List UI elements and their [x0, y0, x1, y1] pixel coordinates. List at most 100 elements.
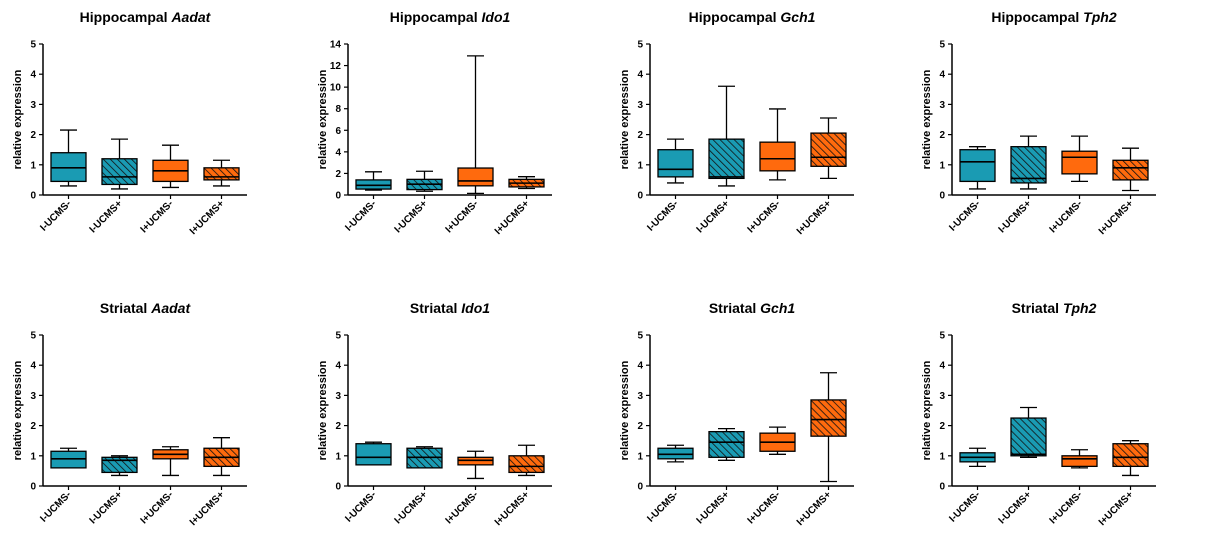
- panel-title-prefix: Hippocampal: [80, 9, 172, 25]
- box-iqr: [355, 443, 392, 466]
- y-tick-label: 4: [30, 70, 36, 81]
- x-tick-label: I+UCMS-: [444, 489, 481, 526]
- box-iqr: [759, 141, 796, 172]
- x-tick-label: I+UCMS+: [1097, 198, 1136, 237]
- x-tick-label: I-UCMS-: [645, 489, 680, 524]
- y-tick-label: 3: [30, 100, 36, 111]
- y-axis-label: relative expression: [12, 69, 24, 169]
- box-iqr: [657, 149, 694, 178]
- y-tick-label: 3: [939, 391, 945, 402]
- x-tick-label: I-UCMS-: [947, 489, 982, 524]
- x-tick-label: I-UCMS+: [997, 198, 1034, 235]
- box-iqr: [959, 149, 996, 183]
- box-iqr: [708, 430, 745, 458]
- x-tick-label: I-UCMS+: [393, 489, 430, 526]
- y-tick-label: 4: [637, 70, 643, 81]
- x-tick-label: I+UCMS+: [1097, 489, 1136, 528]
- panel-title-prefix: Hippocampal: [991, 9, 1083, 25]
- box-iqr: [810, 399, 847, 437]
- x-tick-label: I+UCMS+: [795, 198, 834, 237]
- box-1: [50, 447, 87, 469]
- y-tick-label: 1: [30, 451, 36, 462]
- box-4: [203, 159, 240, 187]
- y-tick-label: 0: [637, 482, 643, 493]
- y-tick-label: 1: [637, 451, 643, 462]
- box-3: [1061, 449, 1098, 469]
- panel-title: Hippocampal Ido1: [390, 9, 511, 25]
- panel-title: Striatal Tph2: [1012, 300, 1097, 316]
- box-3: [457, 55, 494, 195]
- x-tick-label: I-UCMS+: [997, 489, 1034, 526]
- panel-title-gene: Aadat: [150, 300, 191, 316]
- chart-panel: Striatal Ido1 relative expression 0 1 2 3 4 5 I-…: [317, 300, 552, 528]
- box-2: [101, 138, 138, 190]
- chart-panel: Hippocampal Tph2 relative expression 0 1 2 3 4…: [921, 9, 1156, 237]
- x-tick-label: I+UCMS-: [1048, 489, 1085, 526]
- y-tick-label: 3: [939, 100, 945, 111]
- y-tick-label: 4: [335, 147, 341, 158]
- y-tick-label: 4: [637, 361, 643, 372]
- panel-title-gene: Gch1: [780, 9, 815, 25]
- box-4: [810, 372, 847, 483]
- box-2: [708, 427, 745, 461]
- y-tick-label: 2: [939, 130, 945, 141]
- box-2: [708, 85, 745, 187]
- y-tick-label: 12: [330, 61, 342, 72]
- box-3: [152, 144, 189, 189]
- x-tick-label: I+UCMS+: [188, 198, 227, 237]
- y-tick-label: 3: [30, 391, 36, 402]
- box-1: [959, 447, 996, 468]
- panel-title-gene: Tph2: [1063, 300, 1097, 316]
- panel-title-gene: Ido1: [461, 300, 490, 316]
- x-tick-label: I-UCMS-: [343, 198, 378, 233]
- panel-title: Striatal Aadat: [100, 300, 192, 316]
- box-2: [1010, 135, 1047, 190]
- panel-title: Hippocampal Tph2: [991, 9, 1116, 25]
- box-iqr: [1112, 443, 1149, 468]
- chart-panel: Striatal Aadat relative expression 0 1 2 3 4 5 I…: [12, 300, 247, 528]
- y-tick-label: 2: [335, 421, 341, 432]
- y-tick-label: 1: [30, 160, 36, 171]
- panel-title-prefix: Hippocampal: [390, 9, 482, 25]
- box-4: [810, 117, 847, 180]
- y-tick-label: 5: [30, 331, 36, 342]
- box-1: [657, 138, 694, 184]
- y-tick-label: 4: [939, 361, 945, 372]
- x-tick-label: I-UCMS-: [645, 198, 680, 233]
- box-3: [759, 426, 796, 455]
- y-tick-label: 2: [335, 169, 341, 180]
- box-iqr: [1112, 159, 1149, 181]
- box-iqr: [508, 455, 545, 474]
- x-tick-label: I-UCMS+: [88, 489, 125, 526]
- panel-title-gene: Ido1: [482, 9, 511, 25]
- box-1: [355, 171, 392, 191]
- box-iqr: [1010, 417, 1047, 457]
- panel-title-gene: Tph2: [1083, 9, 1117, 25]
- chart-panel: Hippocampal Aadat relative expression 0 1 2 3…: [12, 9, 247, 237]
- y-tick-label: 3: [335, 391, 341, 402]
- box-2: [101, 455, 138, 477]
- chart-panel: Hippocampal Gch1 relative expression 0 1 2 3 4…: [619, 9, 854, 237]
- y-tick-label: 2: [637, 421, 643, 432]
- box-3: [1061, 135, 1098, 183]
- y-tick-label: 5: [637, 331, 643, 342]
- box-2: [406, 170, 443, 192]
- y-axis-label: relative expression: [921, 69, 933, 169]
- y-tick-label: 6: [335, 126, 341, 137]
- x-tick-label: I+UCMS-: [139, 198, 176, 235]
- y-tick-label: 5: [939, 40, 945, 51]
- panel-title-gene: Gch1: [760, 300, 795, 316]
- x-tick-label: I-UCMS-: [947, 198, 982, 233]
- y-tick-label: 1: [939, 160, 945, 171]
- panel-title-prefix: Hippocampal: [689, 9, 781, 25]
- y-tick-label: 0: [637, 191, 643, 202]
- y-axis-label: relative expression: [317, 69, 329, 169]
- x-tick-label: I+UCMS-: [1048, 198, 1085, 235]
- y-tick-label: 5: [335, 331, 341, 342]
- panel-title-prefix: Striatal: [410, 300, 461, 316]
- x-tick-label: I+UCMS-: [444, 198, 481, 235]
- x-tick-label: I+UCMS-: [746, 489, 783, 526]
- y-tick-label: 3: [637, 100, 643, 111]
- x-tick-label: I+UCMS+: [188, 489, 227, 528]
